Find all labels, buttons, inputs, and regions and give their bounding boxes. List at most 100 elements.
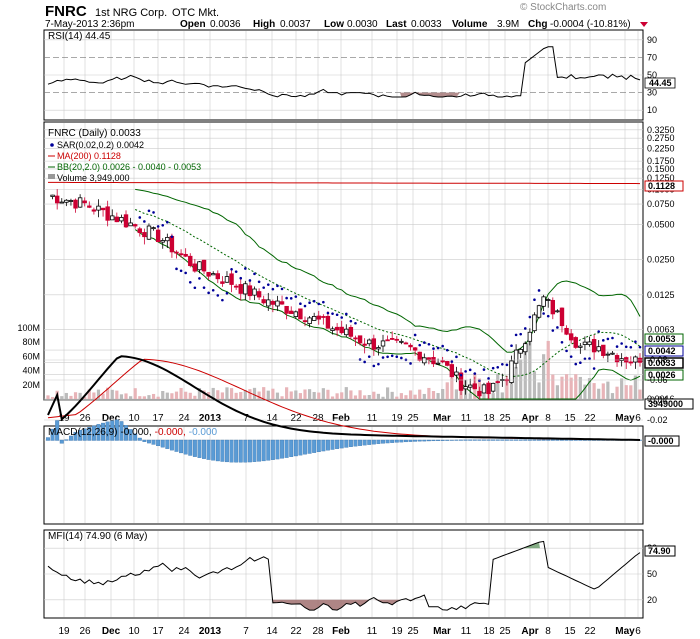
volume-bar: [193, 395, 197, 399]
last-label: Last: [386, 19, 407, 30]
macd-line: [47, 355, 641, 441]
volume-bar: [578, 376, 582, 399]
candle-body: [513, 349, 519, 364]
date-label: 24: [178, 413, 190, 424]
sar-dot: [468, 368, 472, 372]
volume-bar: [326, 389, 330, 399]
volume-bar: [404, 395, 408, 399]
mfi-overbought-fill: [500, 542, 540, 549]
candle-body: [82, 200, 87, 204]
volume-bar: [344, 387, 348, 399]
rsi-oversold-fill: [400, 92, 460, 97]
volume-bar: [542, 354, 546, 399]
candle-body: [132, 224, 138, 227]
sar-dot: [482, 368, 486, 371]
sar-dot: [413, 333, 417, 337]
volume-bar: [620, 378, 624, 399]
rsi-tick-label: 10: [647, 105, 657, 115]
date-label: 19: [391, 626, 403, 637]
macd-histogram-bar: [156, 439, 161, 447]
bb-low-tag-text: 0.0026: [648, 370, 676, 380]
sar-dot: [266, 283, 270, 286]
sar-dot: [239, 276, 243, 280]
sar-dot: [634, 340, 637, 344]
sar-dot: [372, 364, 376, 368]
date-label: 25: [499, 413, 511, 424]
macd-histogram-bar: [197, 439, 202, 458]
sar-dot: [569, 355, 573, 358]
high-label: High: [253, 19, 275, 30]
candle-body: [96, 205, 101, 211]
last-price-tag-text: 0.0033: [648, 358, 676, 368]
macd-histogram-bar: [426, 439, 431, 442]
macd-histogram-bar: [514, 439, 519, 441]
sar-dot: [193, 286, 197, 290]
sar-dot: [510, 344, 513, 348]
date-label: 19: [58, 626, 70, 637]
volume-bar: [358, 390, 362, 399]
volume-bar: [482, 391, 486, 399]
volume-bar: [519, 359, 523, 399]
volume-bar: [367, 394, 371, 399]
macd-histogram-bar: [486, 439, 491, 441]
rsi-panel: RSI(14) 44.45 90 70 50 30 10 44.45: [43, 29, 676, 121]
macd-histogram-bar: [202, 439, 206, 459]
candle-body: [279, 301, 285, 305]
candle-body: [137, 228, 142, 234]
macd-tick-label: -0.06: [647, 375, 668, 385]
sar-dot: [620, 342, 623, 345]
candle-body: [353, 337, 358, 340]
macd-histogram-bar: [298, 439, 303, 456]
volume-bar: [523, 341, 527, 399]
volume-bar: [151, 393, 156, 399]
macd-histogram-bar: [353, 439, 358, 447]
candle-body: [188, 255, 193, 267]
volume-bar: [569, 377, 573, 399]
macd-histogram-bar: [78, 430, 83, 441]
macd-histogram-bar: [394, 439, 399, 443]
candle-body: [183, 253, 188, 257]
volume-bar: [184, 391, 188, 399]
volume-bar: [87, 389, 91, 399]
candle-body: [155, 229, 161, 243]
sar-dot: [464, 370, 467, 373]
date-label: 7: [243, 626, 249, 637]
sar-dot: [523, 327, 527, 330]
volume-bar: [229, 388, 234, 399]
sar-dot: [519, 332, 522, 336]
volume-bar: [211, 387, 215, 399]
macd-histogram-bar: [293, 439, 298, 457]
macd-histogram-bar: [454, 439, 459, 441]
date-label: 26: [79, 413, 91, 424]
sar-dot: [289, 297, 293, 300]
candle-body: [73, 199, 78, 209]
sar-dot: [459, 373, 463, 377]
candle-body: [619, 358, 624, 361]
bb-low-tag: [644, 369, 684, 381]
macd-histogram-bar: [261, 439, 266, 462]
macd-histogram-bar: [169, 439, 174, 451]
macd-histogram-bar: [555, 439, 560, 441]
volume-bar: [629, 385, 633, 399]
bb-legend: BB(20,2.0) 0.0026 - 0.0040 - 0.0053: [57, 162, 201, 172]
volume-bar: [372, 391, 376, 399]
sar-dot: [624, 345, 628, 349]
volume-bar: [252, 387, 257, 399]
sar-dot: [211, 288, 215, 292]
sar-dot: [445, 348, 449, 352]
candle-body: [568, 333, 574, 341]
macd-histogram-bar: [477, 439, 482, 441]
sar-dot: [455, 355, 458, 359]
macd-histogram-bar: [459, 439, 463, 441]
volume-bar: [312, 391, 316, 399]
sar-dot: [175, 267, 178, 271]
volume-bar: [528, 341, 532, 399]
sar-dot: [257, 280, 261, 284]
volume-bar: [174, 391, 179, 399]
volume-bar: [321, 388, 325, 399]
candle-body: [229, 273, 234, 285]
chg-value: -0.0004 (-10.81%): [550, 19, 631, 30]
volume-bar: [546, 340, 550, 399]
rsi-line: [47, 46, 641, 98]
sar-dot: [285, 296, 288, 300]
